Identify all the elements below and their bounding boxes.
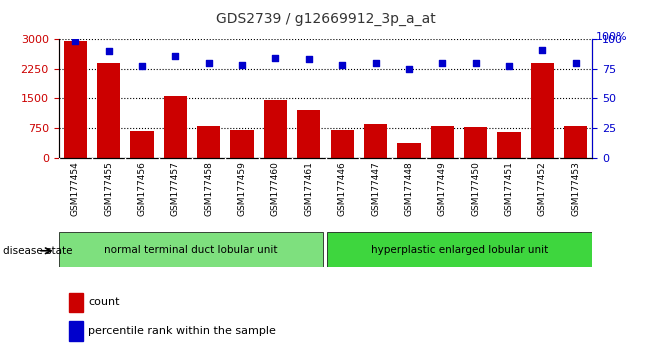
Text: GSM177452: GSM177452	[538, 161, 547, 216]
Bar	[397, 143, 421, 158]
Bar	[531, 63, 554, 158]
Text: GSM177446: GSM177446	[338, 161, 347, 216]
Bar	[163, 96, 187, 158]
Bar	[297, 110, 320, 158]
Bar	[264, 100, 287, 158]
Text: GSM177455: GSM177455	[104, 161, 113, 216]
Text: normal terminal duct lobular unit: normal terminal duct lobular unit	[104, 245, 278, 255]
Point	[437, 60, 447, 65]
Bar	[364, 124, 387, 158]
Point	[104, 48, 114, 53]
Point	[404, 66, 414, 72]
Point	[370, 60, 381, 65]
Point	[504, 63, 514, 69]
Text: GSM177456: GSM177456	[137, 161, 146, 216]
Bar	[430, 126, 454, 158]
Point	[237, 62, 247, 68]
Point	[204, 60, 214, 65]
FancyBboxPatch shape	[327, 232, 592, 267]
Text: GSM177458: GSM177458	[204, 161, 214, 216]
Bar	[464, 127, 488, 158]
Bar	[97, 63, 120, 158]
Bar	[64, 41, 87, 158]
Text: percentile rank within the sample: percentile rank within the sample	[88, 326, 276, 336]
Text: GSM177459: GSM177459	[238, 161, 247, 216]
Point	[471, 60, 481, 65]
Bar	[69, 321, 83, 341]
Text: GSM177449: GSM177449	[437, 161, 447, 216]
Bar	[69, 293, 83, 312]
Text: hyperplastic enlarged lobular unit: hyperplastic enlarged lobular unit	[371, 245, 548, 255]
FancyBboxPatch shape	[59, 232, 323, 267]
Point	[337, 62, 348, 68]
Point	[137, 63, 147, 69]
Text: GSM177451: GSM177451	[505, 161, 514, 216]
Bar	[331, 130, 354, 158]
Text: GSM177460: GSM177460	[271, 161, 280, 216]
Text: GSM177457: GSM177457	[171, 161, 180, 216]
Text: GSM177447: GSM177447	[371, 161, 380, 216]
Bar	[497, 132, 521, 158]
Text: GSM177448: GSM177448	[404, 161, 413, 216]
Text: GSM177454: GSM177454	[71, 161, 80, 216]
Text: GSM177450: GSM177450	[471, 161, 480, 216]
Text: disease state: disease state	[3, 246, 73, 256]
Text: GSM177461: GSM177461	[304, 161, 313, 216]
Point	[170, 53, 180, 58]
Point	[70, 39, 81, 44]
Bar	[564, 126, 587, 158]
Point	[570, 60, 581, 65]
Text: GSM177453: GSM177453	[571, 161, 580, 216]
Text: count: count	[88, 297, 119, 307]
Point	[303, 56, 314, 62]
Bar	[197, 126, 221, 158]
Bar	[230, 130, 254, 158]
Point	[270, 55, 281, 61]
Text: 100%: 100%	[596, 32, 628, 42]
Point	[537, 47, 547, 52]
Bar	[130, 131, 154, 158]
Text: GDS2739 / g12669912_3p_a_at: GDS2739 / g12669912_3p_a_at	[215, 12, 436, 27]
